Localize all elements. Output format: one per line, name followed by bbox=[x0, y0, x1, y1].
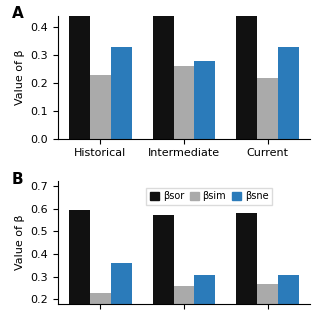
Bar bbox=[90, 293, 111, 320]
Bar bbox=[257, 78, 278, 139]
Bar bbox=[153, 0, 173, 139]
Text: A: A bbox=[12, 6, 24, 21]
Bar bbox=[236, 0, 257, 139]
Bar bbox=[69, 0, 90, 139]
Bar bbox=[69, 210, 90, 320]
Bar bbox=[173, 286, 195, 320]
Bar bbox=[195, 275, 215, 320]
Bar bbox=[195, 61, 215, 139]
Bar bbox=[111, 47, 132, 139]
Bar bbox=[153, 215, 173, 320]
Legend: βsor, βsim, βsne: βsor, βsim, βsne bbox=[146, 188, 272, 205]
Text: B: B bbox=[12, 172, 24, 187]
Bar bbox=[278, 275, 299, 320]
Bar bbox=[236, 213, 257, 320]
Bar bbox=[111, 263, 132, 320]
Bar bbox=[173, 66, 195, 139]
Bar bbox=[257, 284, 278, 320]
Y-axis label: Value of β: Value of β bbox=[15, 215, 25, 270]
Bar bbox=[90, 75, 111, 139]
Y-axis label: Value of β: Value of β bbox=[15, 50, 25, 105]
Bar bbox=[278, 47, 299, 139]
